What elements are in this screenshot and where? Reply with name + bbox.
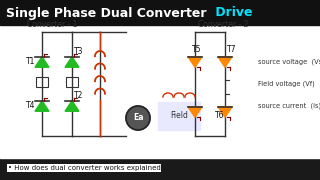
- Text: Field: Field: [170, 111, 188, 120]
- Polygon shape: [218, 57, 232, 67]
- Text: Ea: Ea: [133, 114, 143, 123]
- Bar: [230, 80, 248, 94]
- Circle shape: [126, 106, 150, 130]
- Text: • How does dual converter works explained: • How does dual converter works explaine…: [8, 165, 161, 171]
- Polygon shape: [188, 107, 202, 117]
- Text: source current  (is): source current (is): [258, 103, 320, 109]
- Bar: [158, 102, 200, 130]
- Text: T6: T6: [215, 111, 225, 120]
- Text: T4: T4: [26, 102, 36, 111]
- Bar: [0, 25, 320, 158]
- Text: Converter - 1: Converter - 1: [27, 20, 77, 29]
- Polygon shape: [35, 101, 49, 111]
- Text: Field voltage (Vf): Field voltage (Vf): [258, 81, 315, 87]
- Polygon shape: [65, 57, 79, 67]
- Text: T1: T1: [26, 57, 36, 66]
- Text: Converter - 2: Converter - 2: [198, 20, 248, 29]
- Text: T2: T2: [74, 91, 84, 100]
- Polygon shape: [35, 57, 49, 67]
- Bar: [66, 77, 78, 87]
- Bar: [0, 0, 320, 25]
- Bar: [36, 77, 48, 87]
- Text: T7: T7: [227, 46, 236, 55]
- Text: source voltage  (Vs): source voltage (Vs): [258, 59, 320, 65]
- Text: T3: T3: [74, 48, 84, 57]
- Text: Single Phase Dual Converter: Single Phase Dual Converter: [6, 6, 206, 19]
- Polygon shape: [188, 57, 202, 67]
- Text: Drive: Drive: [211, 6, 252, 19]
- Polygon shape: [218, 107, 232, 117]
- Text: T5: T5: [192, 46, 202, 55]
- Polygon shape: [65, 101, 79, 111]
